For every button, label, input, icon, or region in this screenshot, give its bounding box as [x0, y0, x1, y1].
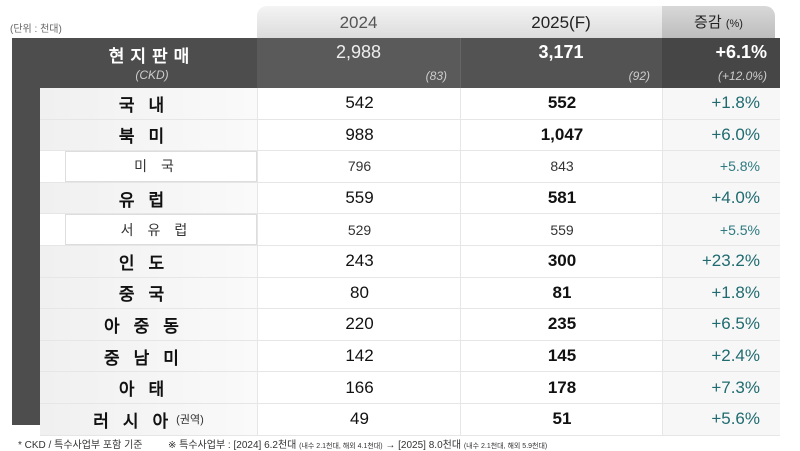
ckd-2024: (83)	[425, 69, 447, 83]
value-2024: 220	[257, 309, 461, 340]
footnote-right: ※ 특수사업부 : [2024] 6.2천대 (내수 2.1천대, 해외 4.1…	[168, 436, 547, 451]
region-name: 아태	[118, 380, 179, 400]
table-row: 인도 243 300 +23.2%	[40, 245, 780, 278]
total-change: +6.1%	[715, 42, 767, 62]
region-label: 미국	[65, 151, 257, 182]
value-2025: 581	[460, 182, 663, 214]
value-change: +6.0%	[662, 119, 780, 151]
value-2024: 49	[257, 403, 461, 435]
table-row: 북미 988 1,047 +6.0%	[40, 119, 780, 152]
total-row: 현지판매 (CKD) 2,988 3,171 +6.1% (83) (92) (…	[12, 38, 780, 88]
unit-label: (단위 : 천대)	[10, 24, 62, 35]
region-name: 러시아	[93, 411, 183, 431]
value-change: +5.8%	[662, 151, 780, 182]
region-label: 유럽	[40, 182, 257, 214]
value-change: +2.4%	[662, 340, 780, 372]
region-label: 국내	[40, 88, 257, 119]
special-2025: [2025] 8.0천대	[398, 440, 462, 451]
special-2025-note: (내수 2.1천대, 해외 5.9천대)	[463, 443, 548, 450]
region-table: 국내 542 552 +1.8% 북미 988 1,047 +6.0% 미국 796…	[40, 88, 780, 436]
region-name: 유럽	[118, 190, 179, 210]
header-2025: 2025(F)	[531, 13, 591, 32]
value-2025: 300	[460, 245, 663, 277]
region-name: 미국	[134, 158, 188, 175]
value-change: +1.8%	[662, 88, 780, 119]
header-change: 증감 (%)	[662, 6, 775, 38]
header-2024: 2024	[339, 13, 378, 32]
region-name: 아중동	[104, 316, 193, 336]
header-change-unit: (%)	[725, 18, 743, 30]
table-row: 국내 542 552 +1.8%	[40, 88, 780, 120]
value-change: +5.5%	[662, 214, 780, 245]
value-2024: 542	[257, 88, 461, 119]
value-change: +1.8%	[662, 277, 780, 309]
value-change: +7.3%	[662, 372, 780, 403]
table-row: 미국 796 843 +5.8%	[40, 151, 780, 183]
value-2025: 559	[460, 214, 663, 245]
region-name: 중남미	[104, 348, 193, 368]
value-2024: 142	[257, 340, 461, 372]
table-row: 아중동 220 235 +6.5%	[40, 309, 780, 341]
region-label: 인도	[40, 245, 257, 277]
table-row: 중남미 142 145 +2.4%	[40, 340, 780, 373]
value-2024: 166	[257, 372, 461, 403]
region-label: 러시아 (권역)	[40, 403, 257, 435]
value-2025: 51	[460, 403, 663, 435]
value-change: +4.0%	[662, 182, 780, 214]
special-2024: ※ 특수사업부 : [2024] 6.2천대	[168, 440, 297, 451]
value-2025: 552	[460, 88, 663, 119]
change-header-bg	[662, 6, 775, 38]
year-header-bg	[257, 6, 662, 38]
ckd-2025: (92)	[628, 69, 650, 83]
value-change: +23.2%	[662, 245, 780, 277]
region-label: 중남미	[40, 340, 257, 372]
value-2025: 145	[460, 340, 663, 372]
table-row: 아태 166 178 +7.3%	[40, 372, 780, 404]
table-row: 서유럽 529 559 +5.5%	[40, 214, 780, 246]
value-2025: 178	[460, 372, 663, 403]
region-name: 서유럽	[120, 221, 202, 238]
table-row: 중국 80 81 +1.8%	[40, 277, 780, 310]
arrow-icon: →	[385, 440, 396, 451]
table-row: 유럽 559 581 +4.0%	[40, 182, 780, 215]
footnote-left: * CKD / 특수사업부 포함 기준	[18, 440, 143, 451]
value-2025: 1,047	[460, 119, 663, 151]
value-change: +5.6%	[662, 403, 780, 435]
value-2024: 988	[257, 119, 461, 151]
region-note: (권역)	[176, 414, 204, 427]
region-label: 아태	[40, 372, 257, 403]
total-label: 현지판매	[108, 47, 196, 66]
special-2024-note: (내수 2.1천대, 해외 4.1천대)	[299, 443, 383, 450]
table-row: 러시아 (권역) 49 51 +5.6%	[40, 403, 780, 436]
region-label: 아중동	[40, 309, 257, 340]
left-strip	[12, 88, 40, 425]
total-2024: 2,988	[335, 42, 382, 62]
value-2025: 81	[460, 277, 663, 309]
total-2025: 3,171	[538, 42, 584, 62]
region-label: 중국	[40, 277, 257, 309]
value-2025: 235	[460, 309, 663, 340]
value-2024: 559	[257, 182, 461, 214]
ckd-change: (+12.0%)	[717, 69, 767, 83]
region-label: 서유럽	[65, 214, 257, 245]
value-change: +6.5%	[662, 309, 780, 340]
value-2024: 529	[257, 214, 461, 245]
value-2025: 843	[460, 151, 663, 182]
value-2024: 80	[257, 277, 461, 309]
value-2024: 796	[257, 151, 461, 182]
ckd-label: (CKD)	[135, 68, 169, 82]
region-name: 국내	[118, 95, 179, 115]
region-name: 북미	[118, 127, 179, 147]
region-name: 중국	[118, 285, 179, 305]
region-name: 인도	[118, 253, 179, 273]
value-2024: 243	[257, 245, 461, 277]
header-change-label: 증감	[694, 14, 722, 31]
region-label: 북미	[40, 119, 257, 151]
